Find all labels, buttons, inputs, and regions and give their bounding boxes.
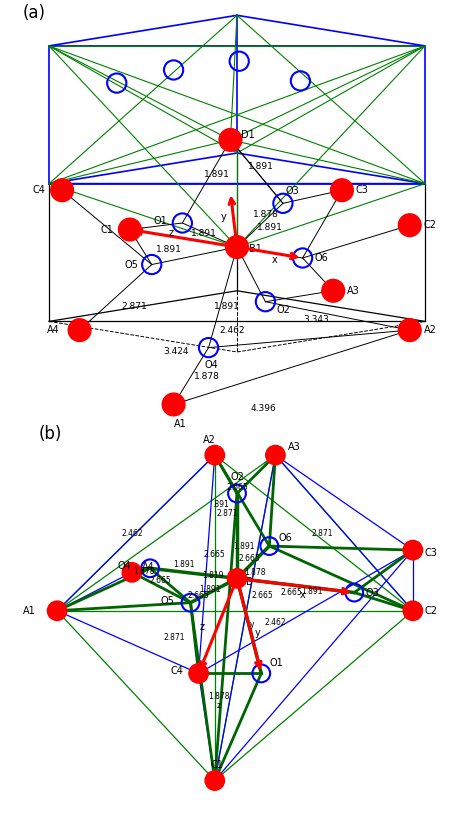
- Circle shape: [68, 318, 91, 342]
- Text: C2: C2: [424, 220, 437, 230]
- Text: A4: A4: [47, 325, 60, 335]
- Text: 1.878: 1.878: [193, 371, 219, 380]
- Text: C3: C3: [356, 185, 369, 196]
- Text: 1.891: 1.891: [199, 585, 220, 594]
- Text: 2.665: 2.665: [204, 550, 226, 559]
- Text: A2: A2: [203, 435, 216, 445]
- Text: C4: C4: [170, 667, 183, 676]
- Text: 2.665: 2.665: [149, 576, 171, 585]
- Text: B: B: [246, 577, 253, 587]
- Circle shape: [330, 179, 353, 201]
- Text: A4: A4: [142, 563, 155, 573]
- Text: O5: O5: [125, 260, 138, 270]
- Text: y: y: [255, 628, 261, 638]
- Text: x: x: [300, 590, 305, 600]
- Text: C2: C2: [425, 606, 438, 615]
- Text: 1.891: 1.891: [204, 171, 230, 179]
- Text: 2.871: 2.871: [164, 633, 185, 642]
- Text: C1: C1: [211, 760, 224, 771]
- Text: 1.878: 1.878: [253, 210, 278, 219]
- Text: 2.665: 2.665: [238, 554, 260, 563]
- Text: A1: A1: [23, 606, 36, 615]
- Circle shape: [322, 280, 345, 302]
- Text: 2.665: 2.665: [281, 588, 302, 597]
- Text: O6: O6: [315, 253, 328, 263]
- Text: y: y: [220, 212, 227, 222]
- Circle shape: [205, 771, 225, 790]
- Text: 1.891: 1.891: [234, 542, 255, 551]
- Text: (b): (b): [39, 425, 62, 443]
- Text: A3: A3: [288, 442, 301, 452]
- Circle shape: [189, 663, 208, 683]
- Text: O3: O3: [285, 186, 299, 196]
- Text: 3.424: 3.424: [163, 347, 189, 356]
- Text: O5: O5: [160, 596, 174, 606]
- Text: 2.871: 2.871: [217, 509, 238, 518]
- Text: O2: O2: [276, 305, 290, 315]
- Text: 2.462: 2.462: [219, 326, 245, 335]
- Text: A3: A3: [347, 285, 360, 296]
- Circle shape: [266, 446, 285, 464]
- Circle shape: [122, 563, 142, 582]
- Text: 4.396: 4.396: [250, 404, 276, 413]
- Text: A1: A1: [173, 419, 186, 429]
- Circle shape: [226, 236, 248, 258]
- Text: B1: B1: [249, 244, 262, 254]
- Text: 1.878: 1.878: [245, 568, 266, 577]
- Circle shape: [403, 540, 422, 560]
- Text: z: z: [168, 229, 173, 238]
- Text: 2.665: 2.665: [226, 483, 248, 492]
- Circle shape: [228, 568, 246, 588]
- Circle shape: [47, 601, 67, 620]
- Text: 1.891: 1.891: [257, 223, 283, 232]
- Text: 1.891: 1.891: [214, 302, 240, 310]
- Circle shape: [205, 446, 225, 464]
- Text: x: x: [272, 256, 278, 266]
- Text: 1.891: 1.891: [156, 245, 182, 254]
- Text: O1: O1: [154, 216, 168, 226]
- Text: 1.878: 1.878: [208, 692, 229, 701]
- Circle shape: [219, 129, 242, 151]
- Circle shape: [162, 393, 185, 416]
- Text: (a): (a): [23, 4, 46, 22]
- Text: z: z: [217, 701, 221, 710]
- Text: O6: O6: [278, 533, 292, 543]
- Text: 1.891: 1.891: [248, 162, 274, 171]
- Text: 1.819: 1.819: [202, 571, 224, 580]
- Text: O4: O4: [204, 360, 218, 370]
- Text: O3: O3: [365, 587, 379, 597]
- Text: C4: C4: [32, 185, 45, 196]
- Text: 2.665: 2.665: [188, 591, 210, 600]
- Text: 2.871: 2.871: [121, 302, 147, 310]
- Text: 3.343: 3.343: [303, 314, 328, 323]
- Text: O1: O1: [269, 658, 283, 668]
- Circle shape: [51, 179, 73, 201]
- Text: 1.878: 1.878: [133, 567, 155, 576]
- Text: 2.462: 2.462: [121, 530, 143, 539]
- Text: 1.891: 1.891: [173, 559, 194, 568]
- Text: D1: D1: [241, 130, 255, 139]
- Text: C1: C1: [100, 224, 113, 234]
- Text: z: z: [200, 622, 205, 632]
- Text: O2: O2: [231, 473, 245, 483]
- Circle shape: [118, 218, 141, 241]
- Circle shape: [398, 214, 421, 237]
- Text: 1.891: 1.891: [191, 229, 217, 238]
- Text: y: y: [250, 620, 255, 629]
- Text: C3: C3: [425, 549, 438, 559]
- Text: 2.462: 2.462: [264, 619, 286, 627]
- Circle shape: [403, 601, 422, 620]
- Text: 2.871: 2.871: [311, 530, 333, 539]
- Text: 2.665: 2.665: [251, 591, 273, 600]
- Text: .891: .891: [212, 500, 229, 509]
- Text: 1.891: 1.891: [301, 587, 322, 596]
- Text: O4: O4: [118, 561, 131, 571]
- Circle shape: [398, 318, 421, 342]
- Text: A2: A2: [424, 325, 437, 335]
